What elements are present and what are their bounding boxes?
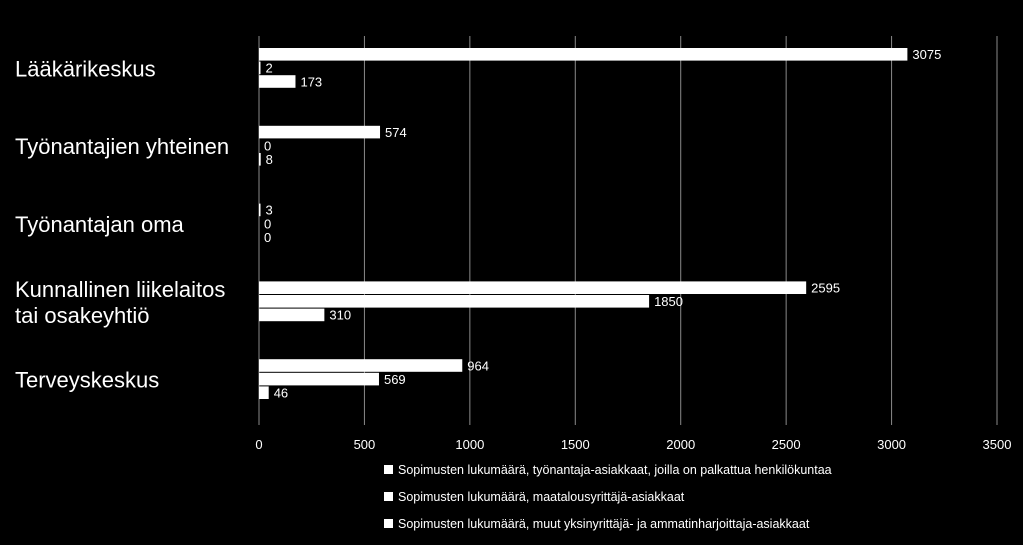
data-label: 173 [300, 74, 322, 89]
data-label: 0 [264, 139, 271, 154]
x-tick-label: 500 [354, 437, 376, 452]
data-label: 0 [264, 216, 271, 231]
data-label: 3 [266, 203, 273, 218]
x-tick-label: 3500 [983, 437, 1012, 452]
legend-entry: Sopimusten lukumäärä, muut yksinyrittäjä… [398, 517, 810, 531]
legend-entry: Sopimusten lukumäärä, maatalousyrittäjä-… [398, 490, 685, 504]
gridlines [258, 36, 998, 425]
x-tick-label: 3000 [877, 437, 906, 452]
data-label: 0 [264, 230, 271, 245]
data-label: 1850 [654, 294, 683, 309]
x-tick-label: 1500 [561, 437, 590, 452]
bar-series-3 [259, 308, 325, 322]
legend-swatch [384, 465, 393, 474]
data-label: 8 [266, 152, 273, 167]
data-label: 2 [266, 61, 273, 76]
bar-series-3 [259, 75, 296, 88]
bar-series-1 [259, 281, 807, 294]
data-label: 3075 [912, 47, 941, 62]
bar-series-1 [259, 48, 908, 61]
bar-series-1 [259, 359, 463, 372]
bar-series-1 [259, 125, 381, 139]
bar-series-1 [259, 203, 261, 217]
category-label: Työnantajien yhteinen [15, 134, 229, 159]
legend: Sopimusten lukumäärä, työnantaja-asiakka… [384, 463, 832, 531]
data-label: 46 [274, 386, 288, 401]
category-label: Työnantajan oma [15, 212, 185, 237]
bar-series-3 [259, 386, 269, 399]
bar-series-2 [259, 295, 650, 308]
x-tick-label: 2500 [772, 437, 801, 452]
category-label: Kunnallinen liikelaitos [15, 277, 225, 302]
x-tick-label: 1000 [455, 437, 484, 452]
data-label: 310 [329, 308, 351, 323]
data-label: 2595 [811, 281, 840, 296]
category-labels: Lääkärikeskus Työnantajien yhteinen Työnan… [15, 56, 229, 392]
legend-swatch [384, 519, 393, 528]
data-label: 569 [384, 372, 406, 387]
x-tick-label: 2000 [666, 437, 695, 452]
data-label: 574 [385, 125, 407, 140]
x-axis-ticks: 0 500 1000 1500 2000 2500 3000 3500 [255, 437, 1011, 452]
legend-swatch [384, 492, 393, 501]
data-label: 964 [467, 358, 489, 373]
category-label: Terveyskeskus [15, 368, 159, 393]
legend-entry: Sopimusten lukumäärä, työnantaja-asiakka… [398, 463, 832, 477]
bar-series-3 [259, 153, 261, 166]
category-label: tai osakeyhtiö [15, 303, 150, 328]
category-label: Lääkärikeskus [15, 56, 156, 81]
x-tick-label: 0 [255, 437, 262, 452]
bar-series-2 [259, 372, 379, 386]
bar-series-2 [259, 61, 261, 75]
